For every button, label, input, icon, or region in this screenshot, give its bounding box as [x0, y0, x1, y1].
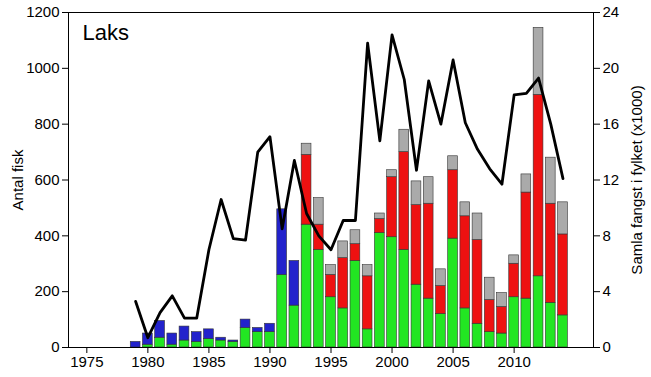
svg-text:1980: 1980 — [131, 353, 164, 370]
svg-text:Laks: Laks — [83, 20, 129, 45]
svg-text:200: 200 — [34, 282, 59, 299]
svg-text:1990: 1990 — [253, 353, 286, 370]
svg-text:12: 12 — [603, 171, 620, 188]
svg-text:800: 800 — [34, 115, 59, 132]
svg-text:1995: 1995 — [314, 353, 347, 370]
svg-text:400: 400 — [34, 227, 59, 244]
svg-text:1985: 1985 — [192, 353, 225, 370]
svg-text:600: 600 — [34, 171, 59, 188]
svg-text:8: 8 — [603, 227, 611, 244]
svg-text:20: 20 — [603, 59, 620, 76]
svg-text:Samla fangst i fylket (x1000): Samla fangst i fylket (x1000) — [628, 85, 645, 274]
svg-text:16: 16 — [603, 115, 620, 132]
svg-text:0: 0 — [51, 338, 59, 355]
svg-text:2000: 2000 — [375, 353, 408, 370]
svg-text:24: 24 — [603, 3, 620, 20]
svg-text:4: 4 — [603, 282, 611, 299]
svg-text:2010: 2010 — [497, 353, 530, 370]
svg-text:2005: 2005 — [436, 353, 469, 370]
svg-text:Antal fisk: Antal fisk — [9, 149, 26, 210]
svg-text:1000: 1000 — [26, 59, 59, 76]
svg-text:0: 0 — [603, 338, 611, 355]
svg-text:1200: 1200 — [26, 3, 59, 20]
svg-text:1975: 1975 — [70, 353, 103, 370]
